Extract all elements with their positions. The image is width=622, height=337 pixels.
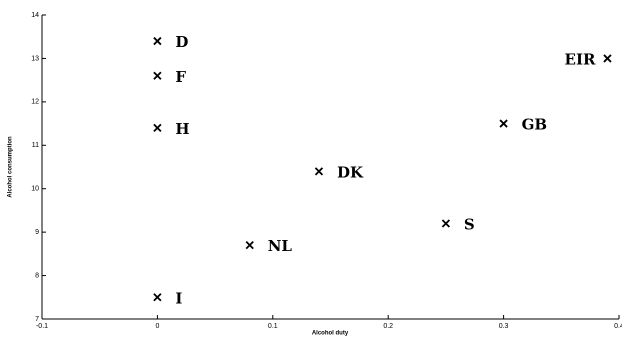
point [153, 123, 162, 133]
point-stroke [441, 219, 451, 228]
point-label: NL [268, 237, 293, 255]
point [441, 219, 451, 228]
point [153, 71, 162, 80]
x-tick-label: 0.1 [268, 323, 278, 330]
x-tick-label: 0.4 [614, 323, 622, 330]
point-stroke [153, 293, 162, 302]
point [153, 293, 162, 302]
point-stroke [314, 167, 324, 176]
point-label: I [175, 289, 182, 307]
y-tick-label: 12 [31, 99, 39, 106]
point [153, 36, 162, 46]
point-label: F [175, 68, 186, 86]
y-tick-label: 10 [31, 186, 39, 193]
y-tick-label: 13 [31, 55, 39, 62]
point [499, 119, 508, 128]
point-stroke [499, 119, 508, 128]
point-stroke [153, 123, 162, 133]
point-label: GB [522, 116, 548, 134]
point-label: H [175, 120, 189, 138]
y-tick-label: 7 [35, 316, 39, 323]
point-label: D [175, 33, 188, 51]
point-stroke [245, 241, 254, 250]
y-tick-label: 9 [35, 229, 39, 236]
point-label: S [464, 215, 475, 233]
x-tick-label: -0.1 [36, 323, 48, 330]
point-stroke [603, 54, 612, 63]
x-tick-label: 0 [155, 323, 159, 330]
y-tick-label: 14 [31, 12, 39, 19]
point-label: DK [337, 163, 364, 181]
x-axis-label: Alcohol duty [312, 331, 349, 337]
x-tick-label: 0.3 [499, 323, 509, 330]
point-stroke [153, 36, 162, 46]
point-label: EIR [565, 50, 596, 68]
point-stroke [153, 71, 162, 80]
point [245, 241, 254, 250]
y-axis-label: Alcohol consumption [8, 136, 14, 198]
y-tick-label: 11 [32, 142, 39, 149]
x-tick-label: 0.2 [383, 323, 393, 330]
point [603, 54, 612, 63]
point [314, 167, 324, 176]
y-tick-label: 8 [35, 272, 39, 279]
